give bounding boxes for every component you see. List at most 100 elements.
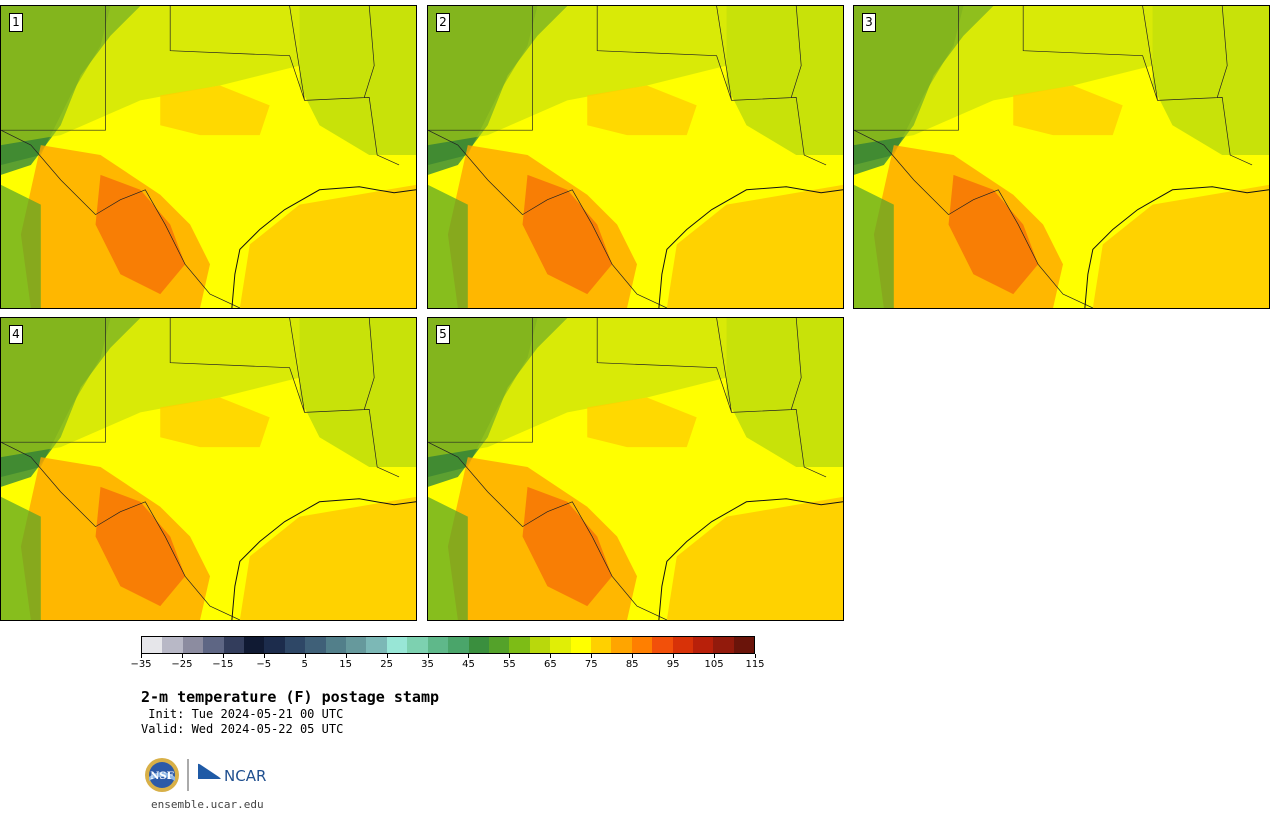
temperature-region — [95, 486, 186, 607]
colorbar-tick-label: 65 — [543, 659, 557, 670]
temperature-region — [428, 184, 468, 308]
colorbar-segment — [346, 637, 367, 653]
colorbar-tick — [181, 654, 183, 658]
temperature-region — [522, 174, 613, 295]
coastline — [231, 186, 416, 308]
temperature-region — [428, 496, 468, 620]
colorbar-tick — [141, 654, 142, 658]
colorbar-segment — [264, 637, 285, 653]
temperature-region — [160, 85, 270, 136]
colorbar-tick — [222, 654, 224, 658]
member-label: 4 — [9, 325, 23, 344]
temperature-region — [666, 184, 843, 308]
coastline — [1084, 186, 1269, 308]
temperature-region — [854, 6, 1153, 146]
colorbar-segment — [652, 637, 673, 653]
colorbar-segment — [672, 637, 693, 653]
member-label: 3 — [862, 13, 876, 32]
temperature-region — [1013, 85, 1123, 136]
colorbar-tick — [468, 654, 470, 658]
temperature-region — [299, 6, 416, 156]
state-borders — [854, 6, 1253, 308]
member-label: 5 — [436, 325, 450, 344]
temperature-region — [522, 486, 613, 607]
state-borders — [428, 318, 827, 620]
state-borders — [428, 6, 827, 308]
colorbar-tick — [591, 654, 593, 658]
temperature-field — [1, 6, 416, 308]
init-time: Init: Tue 2024-05-21 00 UTC — [141, 707, 344, 721]
temperature-region — [428, 6, 727, 146]
coastline — [658, 498, 843, 620]
colorbar-segment — [182, 637, 204, 653]
temperature-field — [1, 318, 416, 620]
ncar-logo: NCAR — [197, 762, 266, 785]
member-label: 1 — [9, 13, 23, 32]
colorbar-tick-labels: −35 −25 −15 −5 5 15 25 35 45 55 65 75 85 95 105 115 — [130, 654, 765, 672]
svg-text:NCAR: NCAR — [224, 767, 266, 785]
temperature-region — [239, 496, 416, 620]
colorbar-segment — [488, 637, 510, 653]
temperature-region — [95, 174, 186, 295]
colorbar-tick-label: −5 — [256, 659, 272, 670]
svg-text:NSF: NSF — [150, 771, 173, 782]
temperature-region — [239, 184, 416, 308]
colorbar-segment — [386, 637, 408, 653]
colorbar-segment — [305, 637, 326, 653]
temperature-region — [1, 184, 41, 308]
colorbar-segment — [631, 637, 653, 653]
temperature-region — [587, 397, 697, 448]
colorbar-segment — [325, 637, 347, 653]
colorbar-segment — [244, 637, 265, 653]
colorbar-tick — [714, 654, 716, 658]
colorbar-tick — [632, 654, 634, 658]
colorbar-tick — [550, 654, 552, 658]
colorbar-segment — [570, 637, 591, 653]
coastline — [231, 498, 416, 620]
colorbar-segment — [142, 637, 163, 653]
colorbar-tick-label: 75 — [584, 659, 598, 670]
temperature-region — [666, 496, 843, 620]
colorbar-segment — [203, 637, 224, 653]
colorbar-tick — [755, 654, 756, 658]
colorbar-segment — [590, 637, 612, 653]
temperature-region — [1, 6, 300, 146]
ensemble-member-map-2: 2 — [427, 5, 844, 309]
temperature-colorbar — [141, 636, 755, 654]
colorbar-tick-label: 5 — [301, 659, 308, 670]
colorbar-tick-label: 115 — [745, 659, 765, 670]
colorbar-tick — [386, 654, 388, 658]
colorbar-tick — [304, 654, 306, 658]
temperature-region — [1092, 184, 1269, 308]
nsf-logo: NSF — [145, 758, 179, 792]
colorbar-segment — [713, 637, 734, 653]
temperature-field — [854, 6, 1269, 308]
colorbar-segment — [509, 637, 530, 653]
colorbar-segment — [448, 637, 469, 653]
temperature-region — [726, 6, 843, 156]
colorbar-tick — [427, 654, 429, 658]
temperature-region — [428, 318, 727, 458]
colorbar-segment — [550, 637, 571, 653]
colorbar-tick-label: −25 — [171, 659, 193, 670]
temperature-region — [948, 174, 1039, 295]
website-url: ensemble.ucar.edu — [151, 798, 264, 811]
valid-time: Valid: Wed 2024-05-22 05 UTC — [141, 722, 344, 736]
ensemble-member-map-1: 1 — [0, 5, 417, 309]
colorbar-segment — [223, 637, 245, 653]
state-borders — [1, 318, 400, 620]
colorbar-segment — [468, 637, 489, 653]
colorbar-tick-label: 85 — [625, 659, 639, 670]
member-label: 2 — [436, 13, 450, 32]
colorbar-tick-label: 55 — [503, 659, 516, 670]
colorbar-segment — [162, 637, 183, 653]
sponsor-logos: NSF NCAR — [144, 757, 274, 793]
colorbar-tick-label: 15 — [339, 659, 353, 670]
colorbar-tick-label: 105 — [704, 659, 724, 670]
ensemble-member-map-4: 4 — [0, 317, 417, 621]
temperature-region — [854, 184, 894, 308]
colorbar-tick-label: −15 — [212, 659, 234, 670]
temperature-region — [1, 318, 300, 458]
colorbar-tick-label: 25 — [380, 659, 393, 670]
colorbar-segment — [407, 637, 428, 653]
